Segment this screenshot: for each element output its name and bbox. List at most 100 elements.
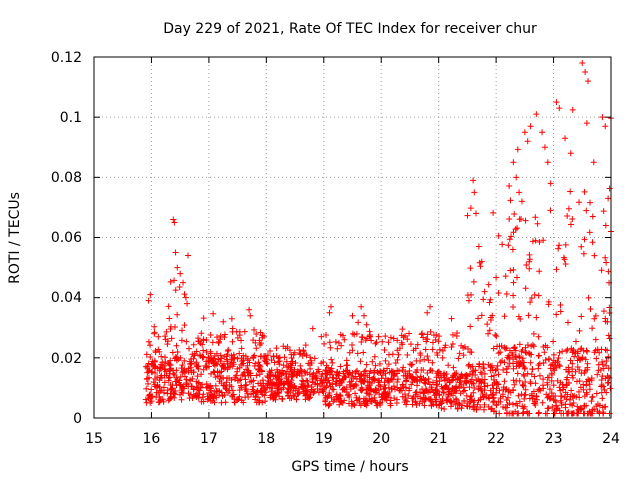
y-axis-label: ROTI / TECUs <box>7 192 23 284</box>
data-point <box>349 330 356 337</box>
data-point <box>323 382 330 389</box>
data-point <box>304 383 311 390</box>
data-point <box>565 205 572 212</box>
data-point <box>327 344 334 351</box>
data-point <box>377 383 384 390</box>
data-point <box>255 380 262 387</box>
data-point <box>510 303 517 310</box>
data-point <box>429 359 436 366</box>
data-point <box>527 123 534 130</box>
data-point <box>190 341 197 348</box>
data-point <box>363 321 370 328</box>
data-point <box>515 359 522 366</box>
y-tick-label: 0.08 <box>51 170 82 186</box>
data-point <box>569 372 576 379</box>
data-point <box>563 376 570 383</box>
data-point <box>501 378 508 385</box>
data-point <box>594 371 601 378</box>
data-point <box>390 383 397 390</box>
data-point <box>334 345 341 352</box>
data-point <box>418 331 425 338</box>
data-point <box>259 332 266 339</box>
data-point <box>387 334 394 341</box>
data-point <box>309 376 316 383</box>
data-point <box>383 397 390 404</box>
data-point <box>388 369 395 376</box>
data-point <box>343 357 350 364</box>
data-point <box>439 399 446 406</box>
data-point <box>256 337 263 344</box>
data-point <box>456 384 463 391</box>
data-point <box>355 319 362 326</box>
data-point <box>171 277 178 284</box>
data-point <box>299 377 306 384</box>
data-point <box>521 392 528 399</box>
data-point <box>395 351 402 358</box>
data-point <box>376 378 383 385</box>
data-point <box>456 379 463 386</box>
data-point <box>307 354 314 361</box>
data-point <box>300 378 307 385</box>
data-point <box>556 362 563 369</box>
data-point <box>143 385 150 392</box>
data-point <box>481 288 488 295</box>
data-point <box>369 396 376 403</box>
data-point <box>535 409 542 416</box>
data-point <box>203 364 210 371</box>
data-point <box>491 372 498 379</box>
data-point <box>308 386 315 393</box>
data-point <box>580 250 587 257</box>
data-point <box>310 389 317 396</box>
data-point <box>237 376 244 383</box>
data-point <box>146 391 153 398</box>
data-point <box>321 340 328 347</box>
y-tick-label: 0.02 <box>51 351 82 367</box>
data-point <box>234 334 241 341</box>
data-point <box>292 385 299 392</box>
data-point <box>240 371 247 378</box>
data-point <box>263 356 270 363</box>
data-point <box>399 367 406 374</box>
data-point <box>564 346 571 353</box>
data-point <box>469 368 476 375</box>
data-point <box>561 394 568 401</box>
data-point <box>569 360 576 367</box>
data-point <box>364 378 371 385</box>
data-point <box>161 389 168 396</box>
data-point <box>142 363 149 370</box>
data-point <box>456 350 463 357</box>
data-point <box>598 382 605 389</box>
data-point <box>550 338 557 345</box>
data-point <box>339 399 346 406</box>
data-point <box>253 372 260 379</box>
data-point <box>543 391 550 398</box>
data-point <box>296 351 303 358</box>
data-point <box>315 389 322 396</box>
data-point <box>439 354 446 361</box>
data-point <box>168 394 175 401</box>
data-point <box>306 361 313 368</box>
data-point <box>200 398 207 405</box>
data-point <box>548 389 555 396</box>
data-point <box>168 386 175 393</box>
data-point <box>408 361 415 368</box>
data-point <box>491 398 498 405</box>
data-point <box>583 391 590 398</box>
data-point <box>211 369 218 376</box>
data-point <box>522 285 529 292</box>
data-point <box>233 372 240 379</box>
data-point <box>510 266 517 273</box>
data-point <box>351 382 358 389</box>
data-point <box>158 375 165 382</box>
data-point <box>149 358 156 365</box>
data-point <box>386 389 393 396</box>
data-point <box>143 399 150 406</box>
data-point <box>167 381 174 388</box>
data-point <box>246 378 253 385</box>
data-point <box>544 405 551 412</box>
data-point <box>602 254 609 261</box>
data-point <box>602 123 609 130</box>
data-point <box>329 374 336 381</box>
data-point <box>550 382 557 389</box>
data-point <box>191 352 198 359</box>
